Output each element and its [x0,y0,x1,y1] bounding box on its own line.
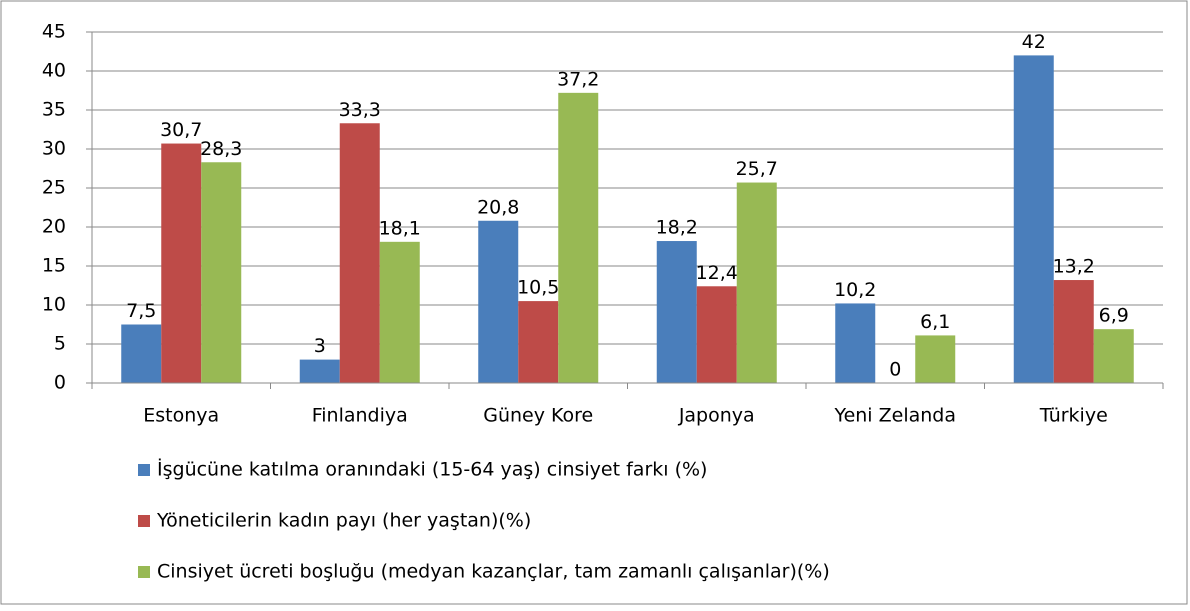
data-label: 37,2 [557,68,599,90]
y-tick-label: 15 [42,255,66,277]
bar [558,92,599,383]
legend-swatch [138,464,150,476]
y-tick-label: 25 [42,177,66,199]
data-label: 6,9 [1099,305,1129,327]
y-tick-label: 45 [42,21,66,43]
legend-label: Yöneticilerin kadın payı (her yaştan)(%) [156,510,531,532]
bar [1013,55,1054,384]
y-tick-label: 10 [42,294,66,316]
bar [915,335,956,383]
y-tick-label: 35 [42,99,66,121]
bar [656,241,697,383]
x-tick-label: Türkiye [1039,405,1108,427]
bar [518,301,559,383]
data-label: 0 [889,359,901,381]
data-label: 13,2 [1053,256,1095,278]
data-label: 18,2 [656,217,698,239]
x-tick-label: Japonya [678,405,755,427]
bar [201,162,242,383]
legend-label: İşgücüne katılma oranındaki (15-64 yaş) … [157,458,707,481]
bar [299,359,340,383]
data-label: 3 [314,335,326,357]
y-tick-label: 40 [42,60,66,82]
y-tick-label: 0 [54,372,66,394]
x-tick-label: Estonya [143,405,219,427]
data-label: 6,1 [920,311,950,333]
data-label: 28,3 [200,138,242,160]
y-tick-label: 30 [42,138,66,160]
bar [1093,329,1134,383]
data-label: 10,2 [834,279,876,301]
x-tick-label: Finlandiya [312,405,408,427]
bar [736,182,777,383]
bar [478,220,519,383]
bar [121,324,162,383]
bar [835,303,876,383]
y-tick-label: 5 [54,333,66,355]
y-tick-label: 20 [42,216,66,238]
data-label: 10,5 [517,277,559,299]
x-tick-label: Güney Kore [483,405,593,427]
legend-swatch [138,566,150,578]
legend-swatch [138,515,150,527]
x-tick-label: Yeni Zelanda [833,405,956,427]
data-label: 25,7 [736,158,778,180]
legend-label: Cinsiyet ücreti boşluğu (medyan kazançla… [157,561,830,583]
bar [161,143,202,383]
data-label: 42 [1022,31,1046,53]
bar [339,123,380,383]
data-label: 33,3 [339,99,381,121]
data-label: 20,8 [477,196,519,218]
data-label: 7,5 [126,300,156,322]
bar [379,241,420,383]
data-label: 18,1 [379,217,421,239]
bar [1053,280,1094,383]
data-label: 30,7 [160,119,202,141]
bar [696,286,737,383]
data-label: 12,4 [696,262,738,284]
